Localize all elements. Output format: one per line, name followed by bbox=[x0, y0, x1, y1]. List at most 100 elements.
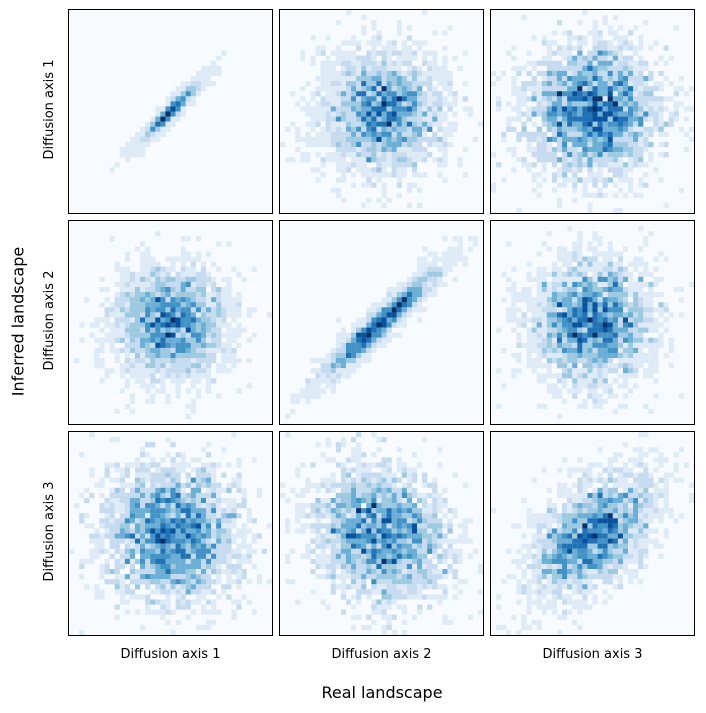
heatmap-cell bbox=[351, 50, 357, 56]
heatmap-cell bbox=[211, 347, 217, 354]
heatmap-cell bbox=[633, 116, 639, 122]
heatmap-cell bbox=[556, 327, 563, 333]
heatmap-cell bbox=[587, 136, 593, 143]
heatmap-cell bbox=[638, 60, 644, 66]
heatmap-cell bbox=[330, 548, 336, 554]
heatmap-cell bbox=[653, 276, 659, 283]
heatmap-cell bbox=[221, 569, 227, 575]
heatmap-cell bbox=[175, 518, 181, 524]
heatmap-cell bbox=[195, 467, 202, 473]
heatmap-cell bbox=[551, 352, 558, 359]
heatmap-cell bbox=[366, 347, 372, 354]
heatmap-cell bbox=[658, 462, 664, 468]
heatmap-cell bbox=[180, 599, 186, 605]
heatmap-cell bbox=[551, 106, 558, 112]
heatmap-cell bbox=[556, 322, 563, 328]
heatmap-cell bbox=[577, 271, 583, 277]
heatmap-cell bbox=[345, 497, 352, 504]
heatmap-cell bbox=[371, 35, 377, 41]
heatmap-cell bbox=[653, 322, 659, 328]
heatmap-cell bbox=[119, 599, 125, 605]
heatmap-cell bbox=[531, 312, 537, 318]
heatmap-cell bbox=[129, 342, 136, 348]
heatmap-cell bbox=[295, 393, 301, 399]
heatmap-cell bbox=[361, 462, 367, 468]
heatmap-cell bbox=[185, 482, 191, 488]
heatmap-cell bbox=[145, 594, 151, 600]
heatmap-cell bbox=[155, 528, 161, 534]
heatmap-cell bbox=[340, 543, 347, 549]
heatmap-cell bbox=[541, 141, 547, 148]
heatmap-cell bbox=[432, 157, 438, 163]
heatmap-cell bbox=[170, 487, 176, 494]
heatmap-cell bbox=[401, 528, 407, 534]
heatmap-cell bbox=[280, 141, 286, 148]
heatmap-cell bbox=[295, 492, 301, 499]
heatmap-cell bbox=[376, 121, 382, 127]
heatmap-cell bbox=[607, 317, 613, 323]
heatmap-cell bbox=[541, 317, 547, 323]
heatmap-cell bbox=[211, 302, 217, 308]
heatmap-cell bbox=[396, 292, 402, 298]
heatmap-cell bbox=[396, 508, 402, 514]
heatmap-cell bbox=[140, 363, 146, 369]
heatmap-cell bbox=[381, 508, 387, 514]
heatmap-cell bbox=[602, 106, 608, 112]
heatmap-cell bbox=[437, 599, 443, 605]
heatmap-cell bbox=[330, 378, 336, 384]
heatmap-cell bbox=[653, 363, 659, 369]
heatmap-cell bbox=[381, 297, 387, 303]
heatmap-cell bbox=[406, 472, 413, 478]
heatmap-cell bbox=[221, 553, 227, 559]
heatmap-cell bbox=[190, 589, 196, 595]
heatmap-cell bbox=[320, 106, 326, 112]
heatmap-cell bbox=[432, 594, 438, 600]
heatmap-cell bbox=[170, 261, 176, 267]
heatmap-cell bbox=[150, 327, 156, 333]
heatmap-cell bbox=[150, 131, 156, 137]
heatmap-cell bbox=[155, 543, 161, 549]
heatmap-cell bbox=[648, 131, 654, 137]
heatmap-cell bbox=[526, 136, 532, 143]
heatmap-cell bbox=[330, 363, 336, 369]
heatmap-cell bbox=[602, 322, 608, 328]
heatmap-cell bbox=[417, 141, 423, 148]
heatmap-cell bbox=[628, 167, 634, 173]
heatmap-cell bbox=[155, 352, 161, 359]
heatmap-cell bbox=[572, 266, 578, 272]
heatmap-cell bbox=[511, 65, 517, 72]
heatmap-cell bbox=[638, 121, 644, 127]
heatmap-cell bbox=[160, 548, 166, 554]
heatmap-cell bbox=[165, 292, 171, 298]
heatmap-cell bbox=[422, 523, 428, 529]
heatmap-cell bbox=[376, 482, 382, 488]
heatmap-cell bbox=[427, 101, 433, 107]
heatmap-cell bbox=[562, 111, 568, 117]
heatmap-cell bbox=[236, 327, 242, 333]
heatmap-cell bbox=[231, 548, 237, 554]
heatmap-cell bbox=[211, 579, 217, 585]
heatmap-cell bbox=[170, 477, 176, 483]
heatmap-cell bbox=[206, 312, 212, 318]
heatmap-cell bbox=[114, 558, 120, 565]
heatmap-cell bbox=[361, 332, 367, 338]
heatmap-cell bbox=[658, 477, 664, 483]
heatmap-cell bbox=[155, 322, 161, 328]
heatmap-cell bbox=[114, 574, 120, 580]
heatmap-cell bbox=[335, 558, 342, 565]
heatmap-cell bbox=[406, 574, 413, 580]
heatmap-cell bbox=[411, 594, 418, 600]
heatmap-cell bbox=[401, 281, 407, 288]
heatmap-cell bbox=[612, 477, 618, 483]
heatmap-cell bbox=[562, 368, 568, 374]
heatmap-cell bbox=[119, 312, 125, 318]
heatmap-cell bbox=[607, 162, 613, 168]
heatmap-cell bbox=[401, 492, 407, 499]
heatmap-cell bbox=[315, 121, 321, 127]
heatmap-cell bbox=[437, 126, 443, 132]
heatmap-cell bbox=[361, 563, 367, 570]
heatmap-cell bbox=[200, 574, 207, 580]
heatmap-cell bbox=[340, 548, 347, 554]
heatmap-cell bbox=[99, 563, 105, 570]
heatmap-cell bbox=[587, 276, 593, 283]
